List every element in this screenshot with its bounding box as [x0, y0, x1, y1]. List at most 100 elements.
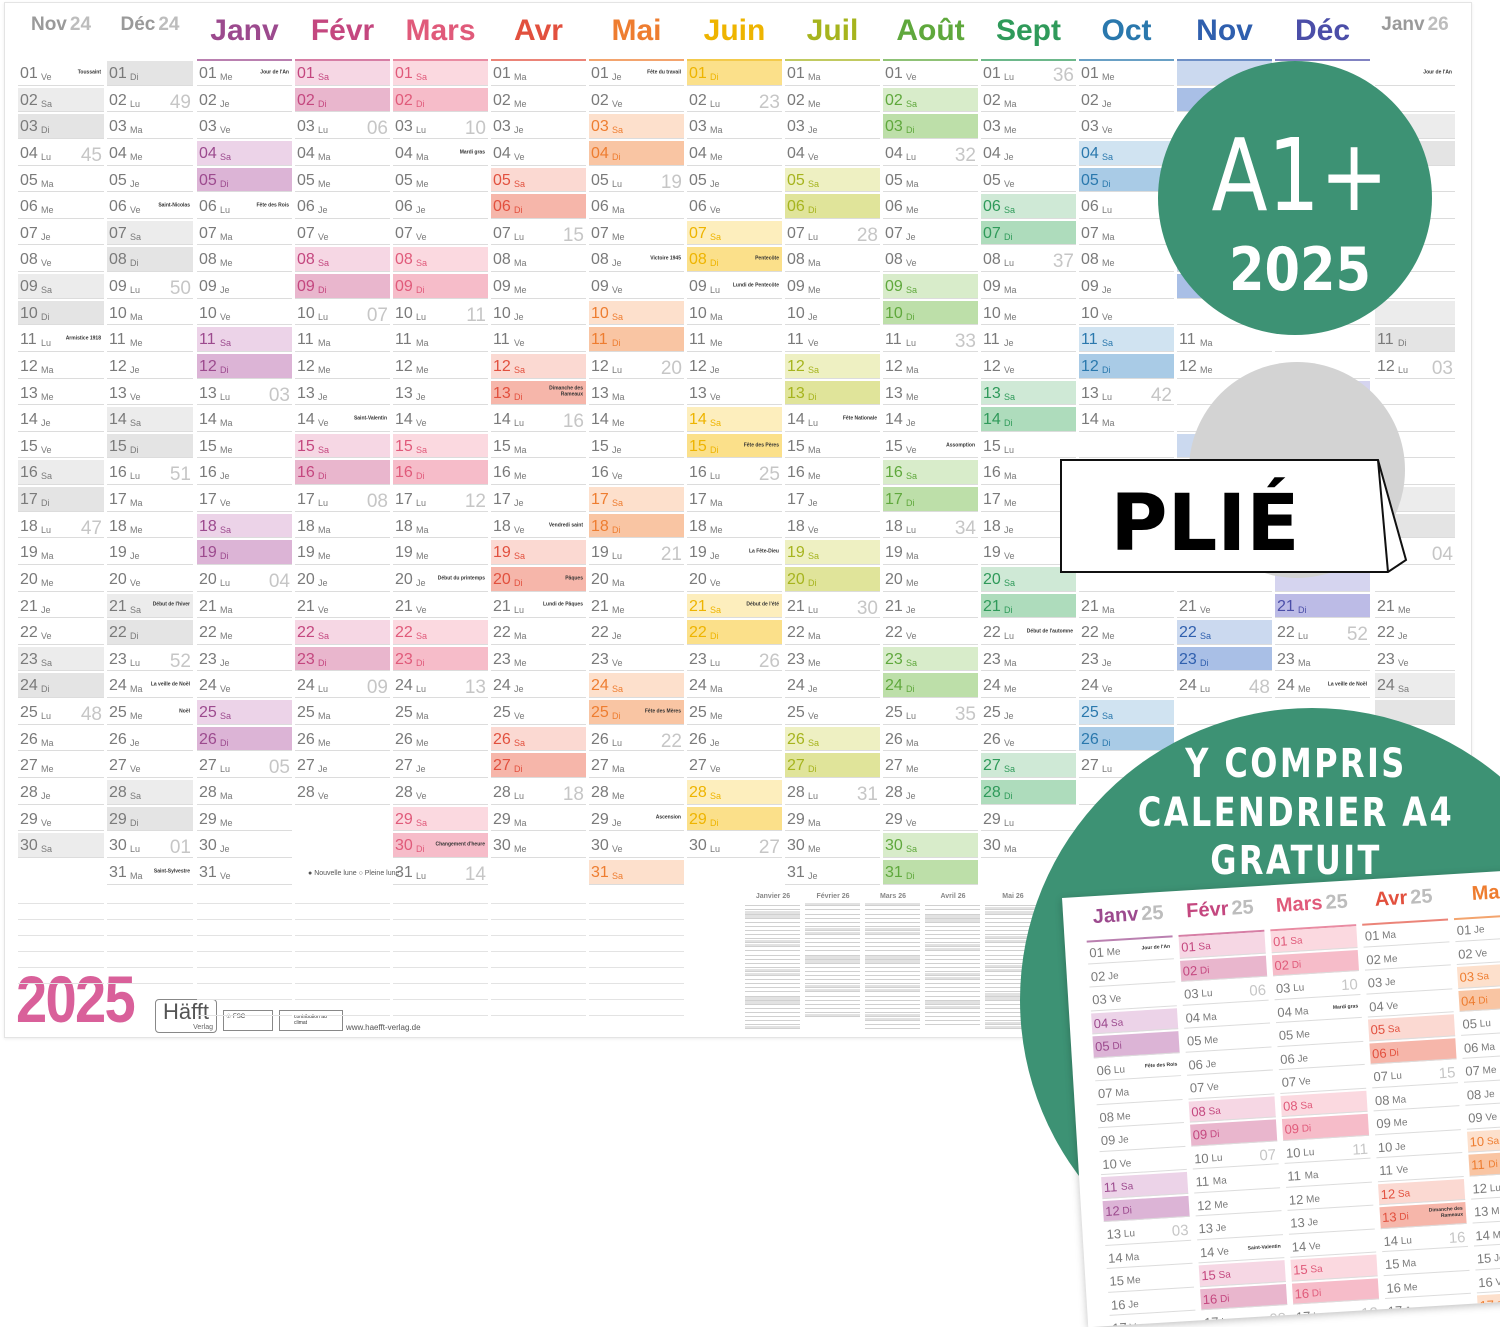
- day-row[interactable]: 02 Sa: [883, 87, 978, 113]
- day-row[interactable]: 18 Ma: [295, 514, 390, 539]
- day-row[interactable]: 23 Di: [295, 646, 390, 672]
- day-row[interactable]: 29 Lu: [981, 807, 1076, 832]
- day-row[interactable]: 19 Me: [295, 540, 390, 565]
- day-row[interactable]: 06 Di: [785, 194, 880, 219]
- day-row[interactable]: 03 Ve: [197, 114, 292, 139]
- day-row[interactable]: 18 Ma: [393, 514, 488, 539]
- day-row[interactable]: 06 Lu Fête des Rois: [197, 194, 292, 219]
- day-row[interactable]: 17 Lu 12: [1293, 1301, 1381, 1327]
- day-row[interactable]: 29 Je Ascension: [589, 807, 684, 832]
- day-row[interactable]: 09 Je: [1079, 274, 1174, 299]
- day-row[interactable]: 18 Lu 34: [883, 514, 978, 539]
- day-row[interactable]: 10 Sa: [1466, 1125, 1500, 1153]
- day-row[interactable]: 18 Ve Vendredi saint: [491, 514, 586, 539]
- day-row[interactable]: 12 Di: [197, 353, 292, 379]
- day-row[interactable]: [1275, 327, 1370, 352]
- day-row[interactable]: 14 Lu Fête Nationale: [785, 407, 880, 432]
- day-row[interactable]: 24 Sa: [589, 673, 684, 699]
- day-row[interactable]: 07 Sa: [107, 220, 193, 246]
- day-row[interactable]: 02 Je: [1088, 960, 1176, 988]
- day-row[interactable]: 28 Sa: [687, 780, 782, 805]
- day-row[interactable]: 09 Je: [1098, 1124, 1186, 1152]
- day-row[interactable]: 15 Sa: [1290, 1254, 1378, 1282]
- day-row[interactable]: 10 Lu 11: [1283, 1137, 1371, 1164]
- day-row[interactable]: 06 Lu Fête des Rois: [1093, 1054, 1182, 1082]
- day-row[interactable]: 09 Me: [491, 274, 586, 299]
- day-row[interactable]: 04 Di: [589, 140, 684, 166]
- day-row[interactable]: 06 Je: [1277, 1043, 1365, 1071]
- day-row[interactable]: 30 Di Changement d'heure: [393, 833, 488, 858]
- day-row[interactable]: 06 Lu: [1079, 194, 1174, 219]
- day-row[interactable]: 10 Ve: [197, 301, 292, 326]
- day-row[interactable]: 09 Ve: [1465, 1102, 1500, 1130]
- day-row[interactable]: 01 Ve: [883, 61, 978, 86]
- day-row[interactable]: 02 Ma: [981, 88, 1076, 113]
- day-row[interactable]: 01 Sa: [1178, 931, 1266, 959]
- day-row[interactable]: 12 Me: [393, 354, 488, 379]
- day-row[interactable]: 27 Je: [295, 753, 390, 778]
- day-row[interactable]: 23 Ve: [589, 647, 684, 672]
- day-row[interactable]: 07 Je: [883, 221, 978, 246]
- day-row[interactable]: 01 Ma: [785, 61, 880, 86]
- day-row[interactable]: 21 Me: [589, 594, 684, 619]
- day-row[interactable]: 21 Ve: [393, 594, 488, 619]
- day-row[interactable]: 26 Ma: [18, 727, 104, 752]
- day-row[interactable]: 06 Ve: [687, 194, 782, 219]
- day-row[interactable]: 04 Ma: [1182, 1002, 1271, 1029]
- day-row[interactable]: 24 Ve: [1079, 673, 1174, 699]
- day-row[interactable]: 24 Je: [491, 673, 586, 699]
- day-row[interactable]: 30 Lu 27: [687, 833, 782, 858]
- day-row[interactable]: 03 Ve: [1089, 984, 1177, 1011]
- day-row[interactable]: 14 Ma: [1105, 1242, 1193, 1269]
- day-row[interactable]: 30 Je: [197, 833, 292, 858]
- day-row[interactable]: 07 Lu 15: [491, 221, 586, 246]
- day-row[interactable]: 03 Me: [981, 114, 1076, 139]
- day-row[interactable]: 16 Sa: [18, 460, 104, 486]
- day-row[interactable]: 03 Ma: [107, 114, 193, 139]
- day-row[interactable]: 14 Sa: [107, 407, 193, 432]
- day-row[interactable]: 04 Me: [687, 141, 782, 166]
- day-row[interactable]: 17 Di: [18, 487, 104, 512]
- day-row[interactable]: 01 Lu 36: [981, 61, 1076, 86]
- day-row[interactable]: 01 Di: [107, 61, 193, 86]
- day-row[interactable]: 26 Me: [393, 727, 488, 752]
- day-row[interactable]: 11 Ve: [491, 327, 586, 352]
- day-row[interactable]: 17 Lu 08: [1201, 1307, 1289, 1327]
- day-row[interactable]: 06 Ve Saint-Nicolas: [107, 194, 193, 219]
- day-row[interactable]: 03 Lu 06: [295, 114, 390, 139]
- day-row[interactable]: Jour de l'An: [1375, 61, 1455, 86]
- day-row[interactable]: 07 Ma: [197, 221, 292, 246]
- day-row[interactable]: 06 Je: [295, 194, 390, 219]
- day-row[interactable]: 15 Lu: [981, 434, 1076, 459]
- day-row[interactable]: 18 Di: [589, 513, 684, 539]
- day-row[interactable]: 10 Lu 07: [295, 301, 390, 326]
- day-row[interactable]: [1375, 274, 1455, 299]
- day-row[interactable]: [1375, 407, 1455, 432]
- day-row[interactable]: 25 Di Fête des Mères: [589, 700, 684, 725]
- day-row[interactable]: 03 Je: [1365, 967, 1453, 995]
- day-row[interactable]: 24 Di: [18, 673, 104, 699]
- day-row[interactable]: 11 Ma: [1192, 1166, 1281, 1193]
- day-row[interactable]: 12 Me: [295, 354, 390, 379]
- day-row[interactable]: 24 Lu 13: [393, 673, 488, 699]
- day-row[interactable]: 22 Ma: [785, 620, 880, 645]
- day-row[interactable]: 14 Ve Saint-Valentin: [1197, 1236, 1285, 1264]
- day-row[interactable]: 11 Ma: [1284, 1160, 1372, 1188]
- day-row[interactable]: 04 Me: [107, 141, 193, 166]
- day-row[interactable]: 16 Di: [295, 460, 390, 486]
- day-row[interactable]: 20 Je Début du printemps: [393, 567, 488, 592]
- day-row[interactable]: 19 Je La Fête-Dieu: [687, 540, 782, 565]
- day-row[interactable]: 23 Sa: [18, 646, 104, 672]
- day-row[interactable]: 02 Me: [1363, 943, 1451, 971]
- day-row[interactable]: 16 Sa: [883, 460, 978, 486]
- day-row[interactable]: 22 Ma: [491, 620, 586, 645]
- day-row[interactable]: 02 Je: [1079, 88, 1174, 113]
- day-row[interactable]: 29 Ma: [491, 807, 586, 832]
- day-row[interactable]: 23 Me: [491, 647, 586, 672]
- day-row[interactable]: 21 Lu Lundi de Pâques: [491, 594, 586, 619]
- day-row[interactable]: 10 Sa: [589, 300, 684, 326]
- day-row[interactable]: 21 Ma: [1079, 594, 1174, 619]
- day-row[interactable]: 08 Sa: [1280, 1090, 1368, 1117]
- day-row[interactable]: 09 Di: [1190, 1119, 1278, 1147]
